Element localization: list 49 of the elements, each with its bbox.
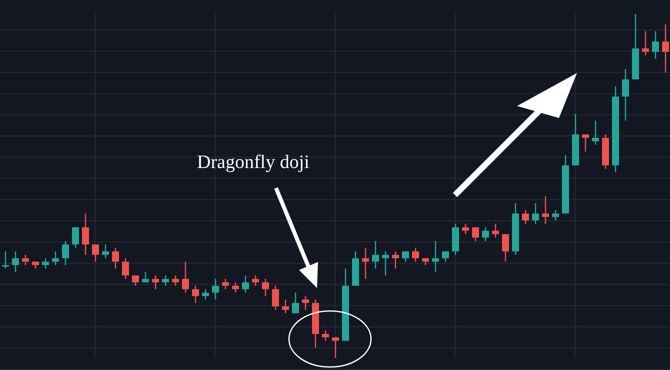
candlestick [432, 240, 439, 273]
candlestick [22, 254, 29, 266]
candlestick [162, 274, 169, 286]
candlestick [292, 292, 299, 314]
candlestick [642, 30, 649, 56]
candlestick [322, 330, 329, 342]
candlestick [362, 247, 369, 280]
candlestick [202, 288, 209, 300]
candlestick [302, 295, 309, 310]
candlestick [592, 120, 599, 146]
candlestick [172, 274, 179, 286]
candlestick [12, 250, 19, 273]
candlestick [272, 285, 279, 310]
candlestick [532, 202, 539, 224]
candlestick [72, 226, 79, 249]
candlestick [552, 209, 559, 221]
candlestick [262, 278, 269, 297]
candlestick [62, 240, 69, 266]
candlestick [522, 209, 529, 224]
candlestick [82, 212, 89, 256]
candlestick [142, 271, 149, 283]
candlestick [222, 278, 229, 290]
candlestick [102, 244, 109, 259]
candlestick [242, 274, 249, 294]
candlestick [412, 247, 419, 262]
candlestick [122, 258, 129, 280]
candlestick [492, 223, 499, 238]
candlestick [92, 244, 99, 262]
candlestick [502, 234, 509, 262]
candlestick [282, 298, 289, 314]
candlestick [42, 258, 49, 270]
candlestick [622, 68, 629, 122]
candlestick [662, 24, 669, 74]
candlestick [2, 250, 9, 270]
candlestick [332, 336, 339, 358]
candlestick [112, 247, 119, 270]
candlestick [372, 240, 379, 270]
annotation: Dragonfly doji [197, 152, 310, 173]
candlestick [192, 285, 199, 304]
candlestick [52, 250, 59, 266]
candlestick [582, 134, 589, 152]
candlestick [152, 274, 159, 290]
candlestick [652, 30, 659, 60]
candlestick [542, 196, 549, 224]
candlestick [482, 226, 489, 242]
candlestick [212, 278, 219, 300]
candlestick [252, 274, 259, 286]
candlestick [472, 226, 479, 242]
candlestick [182, 261, 189, 294]
